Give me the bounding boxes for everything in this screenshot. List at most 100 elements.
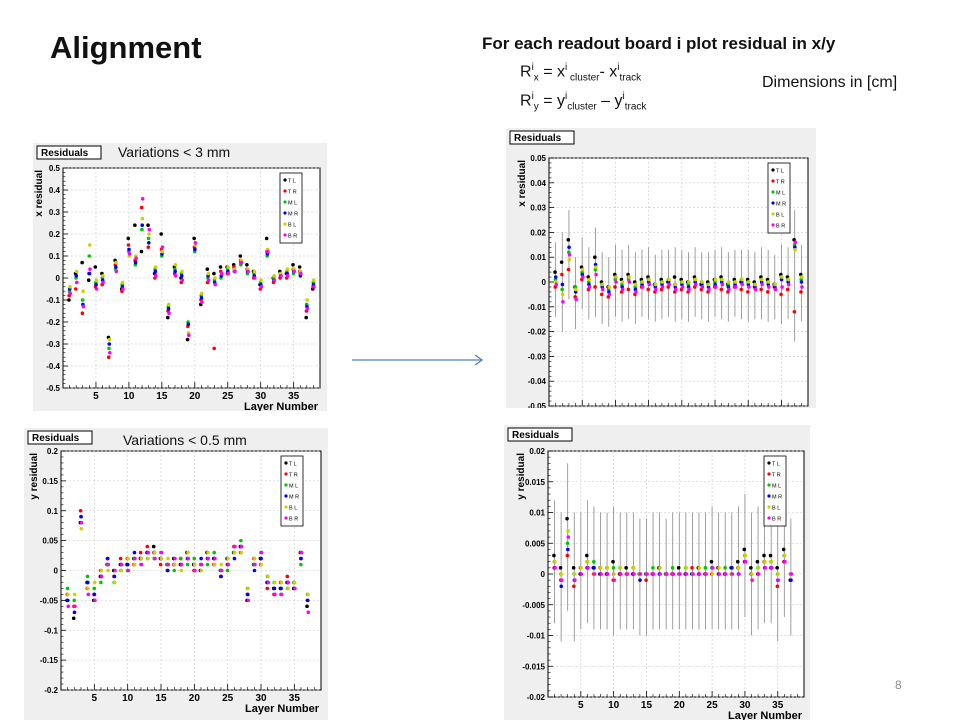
data-point [561, 300, 565, 304]
data-point [72, 610, 77, 615]
y-tick-label: 0.3 [49, 208, 61, 217]
data-point [755, 559, 760, 564]
data-point [693, 282, 698, 287]
data-point [660, 280, 665, 284]
data-point [133, 556, 137, 561]
data-point [212, 271, 216, 276]
data-point [94, 278, 99, 282]
data-point [199, 291, 204, 296]
data-point [554, 282, 559, 287]
data-point [799, 275, 804, 279]
data-point [733, 285, 738, 289]
data-point [200, 300, 204, 304]
data-point [560, 282, 565, 287]
data-point [627, 275, 631, 279]
data-point [173, 263, 178, 267]
data-point [233, 544, 237, 549]
data-point [153, 265, 158, 269]
data-point [697, 572, 702, 576]
data-point [151, 544, 156, 549]
legend-label: B R [776, 224, 785, 230]
y-tick-label: -0.005 [522, 601, 545, 610]
data-point [65, 586, 70, 591]
legend-label: T L [776, 169, 784, 175]
data-point [206, 550, 210, 555]
data-point [647, 282, 652, 287]
data-point [776, 572, 780, 576]
data-point [252, 276, 257, 280]
data-point [120, 280, 125, 285]
data-point [238, 254, 243, 258]
data-point [566, 267, 571, 272]
legend-label: B R [289, 517, 298, 523]
data-point [567, 245, 571, 250]
y-axis-label: x residual [34, 170, 45, 217]
x-axis-label: Layer Number [245, 703, 320, 715]
data-point [68, 291, 73, 296]
data-point [676, 566, 681, 570]
y-axis-label: x residual [517, 160, 528, 207]
data-point [306, 610, 311, 615]
data-point [594, 265, 598, 269]
data-point [311, 278, 316, 282]
data-point [107, 351, 112, 355]
data-point [285, 574, 290, 579]
data-point [743, 553, 748, 558]
data-point [74, 274, 79, 278]
data-point [239, 260, 244, 265]
data-point [785, 287, 790, 292]
data-point [246, 586, 250, 591]
legend-label: T L [288, 179, 296, 185]
data-point [640, 285, 645, 289]
data-point [72, 592, 77, 597]
data-point [614, 280, 618, 284]
data-point [272, 274, 277, 278]
legend-marker [283, 178, 287, 182]
data-point [560, 287, 564, 292]
y-tick-label: -0.015 [522, 662, 545, 671]
data-point [651, 572, 656, 576]
data-point [101, 280, 105, 285]
x-tick-label: 35 [289, 693, 301, 704]
data-point [173, 274, 178, 278]
data-point [72, 598, 77, 603]
data-point [746, 290, 750, 294]
data-point [299, 550, 304, 555]
x-tick-label: 35 [288, 391, 300, 402]
data-point [793, 247, 797, 252]
data-point [292, 269, 297, 274]
y-tick-label: -0.5 [46, 384, 60, 393]
y-tick-label: 0 [56, 274, 61, 283]
data-point [684, 566, 689, 570]
data-point [232, 556, 237, 561]
data-point [187, 333, 191, 337]
data-point [206, 556, 211, 561]
data-point [584, 553, 589, 558]
data-point [740, 282, 745, 287]
x-tick-label: 10 [122, 693, 134, 704]
data-point [567, 257, 572, 262]
data-point [759, 287, 763, 292]
y-tick-label: 0.05 [530, 154, 546, 163]
data-point [134, 256, 138, 260]
legend-marker [771, 201, 775, 205]
data-point [179, 556, 183, 561]
data-point [265, 586, 270, 591]
equation-x: Rix = xi cluster- xitrack [520, 62, 642, 84]
data-point [700, 285, 705, 289]
data-point [205, 562, 210, 567]
data-point [138, 550, 143, 555]
data-point [574, 287, 578, 292]
data-point [173, 269, 177, 274]
x-tick-label: 25 [707, 700, 719, 711]
slide-header: For each readout board i plot residual i… [482, 34, 836, 53]
data-point [559, 584, 564, 589]
y-tick-label: 0.5 [49, 164, 61, 173]
data-point [674, 287, 678, 292]
data-point [252, 568, 257, 573]
data-point [114, 265, 118, 269]
x-tick-label: 5 [93, 391, 99, 402]
data-point [750, 578, 754, 582]
data-point [272, 278, 277, 282]
data-point [107, 346, 111, 351]
